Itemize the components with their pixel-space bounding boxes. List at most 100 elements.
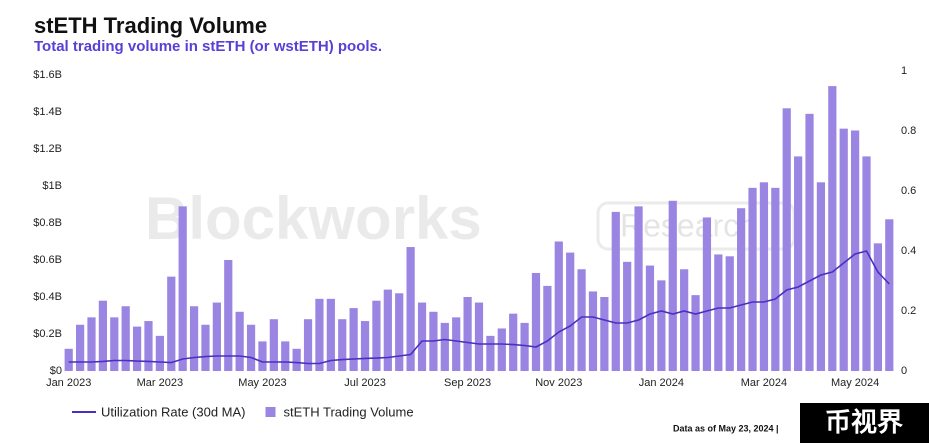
bar [201, 324, 210, 371]
bar [360, 321, 370, 371]
bar [349, 308, 358, 371]
bar [611, 211, 620, 371]
bar [98, 300, 107, 371]
watermark: Blockworks [145, 185, 482, 252]
badge: 币视界 [825, 407, 903, 437]
bar [178, 206, 187, 371]
bar [851, 130, 860, 371]
bar [224, 260, 233, 371]
footer: Data as of May 23, 2024 | [673, 423, 779, 433]
bar [634, 206, 643, 371]
bar [577, 269, 586, 371]
y-tick-label: $0.2B [33, 328, 62, 340]
bar [543, 285, 552, 371]
bar [326, 298, 335, 371]
bar [748, 187, 757, 371]
y-tick-label: $0.4B [33, 291, 62, 303]
line [68, 250, 890, 365]
y-tick-label: $0.8B [33, 217, 62, 229]
x-tick-label: Sep 2023 [444, 377, 491, 389]
x-tick-label: Jan 2023 [46, 377, 91, 389]
x-tick-label: May 2023 [238, 377, 286, 389]
bar [645, 265, 655, 371]
bar [189, 306, 199, 371]
bar [805, 113, 814, 371]
bar [839, 128, 848, 371]
y2-tick-label: 0 [901, 365, 907, 377]
y-tick-label: $1.6B [33, 69, 62, 81]
bar [75, 324, 85, 371]
bar [474, 302, 484, 371]
watermark-box [596, 201, 796, 251]
badge-box [800, 403, 929, 443]
bar [714, 254, 723, 371]
bar [64, 348, 73, 371]
bar [520, 322, 529, 371]
y2-tick-label: 0.6 [901, 185, 916, 197]
bar [269, 319, 278, 371]
bar [737, 208, 746, 371]
bar [406, 247, 415, 371]
bar [600, 297, 609, 371]
bar [531, 272, 541, 371]
y-tick-label: $1B [42, 180, 62, 192]
legend-swatch [265, 407, 276, 417]
bar [417, 302, 427, 371]
x-tick-label: Jul 2023 [344, 377, 386, 389]
bar [132, 326, 142, 371]
y2-tick-label: 0.4 [901, 245, 916, 257]
bar [463, 297, 472, 371]
y2-tick-label: 0.2 [901, 305, 916, 317]
y-tick-label: $1.2B [33, 143, 62, 155]
bar [623, 261, 632, 371]
bar [246, 324, 256, 371]
bar [771, 187, 780, 371]
x-tick-label: Mar 2023 [137, 377, 183, 389]
x-tick-label: Jan 2024 [639, 377, 684, 389]
x-tick-label: Mar 2024 [741, 377, 787, 389]
bar [383, 289, 392, 371]
bar [668, 200, 677, 371]
bar [338, 319, 347, 371]
bar [725, 256, 734, 371]
x-tick-label: Nov 2023 [535, 377, 582, 389]
bar [235, 311, 244, 371]
legend-label: stETH Trading Volume [284, 404, 414, 419]
bar [486, 335, 495, 371]
bar [509, 313, 518, 371]
bar [110, 317, 119, 371]
bar [862, 156, 871, 371]
bar [759, 182, 769, 371]
bar [452, 317, 461, 371]
bar [121, 306, 130, 371]
bar [144, 321, 153, 371]
bar [566, 252, 575, 371]
bar [303, 319, 313, 371]
y-tick-label: $0.6B [33, 254, 62, 266]
y2-tick-label: 1 [901, 65, 907, 77]
y2-tick-label: 0.8 [901, 125, 916, 137]
bar [440, 322, 449, 371]
bar [816, 182, 826, 371]
bar [782, 108, 791, 372]
bar [873, 243, 883, 371]
watermark: Research [620, 207, 757, 243]
bar [258, 341, 267, 371]
bar [680, 269, 689, 371]
bar [212, 302, 221, 371]
bar [702, 217, 712, 371]
bar [885, 219, 894, 371]
chart-subtitle: Total trading volume in stETH (or wstETH… [34, 38, 382, 55]
legend-label: Utilization Rate (30d MA) [101, 404, 246, 419]
bar [691, 295, 700, 371]
bar [155, 335, 164, 371]
bar [281, 341, 290, 371]
x-tick-label: May 2024 [831, 377, 879, 389]
bar [794, 156, 803, 371]
bar [497, 328, 506, 371]
y-tick-label: $1.4B [33, 106, 62, 118]
bar [167, 276, 176, 371]
bar [315, 298, 324, 371]
chart-title: stETH Trading Volume [34, 13, 267, 38]
